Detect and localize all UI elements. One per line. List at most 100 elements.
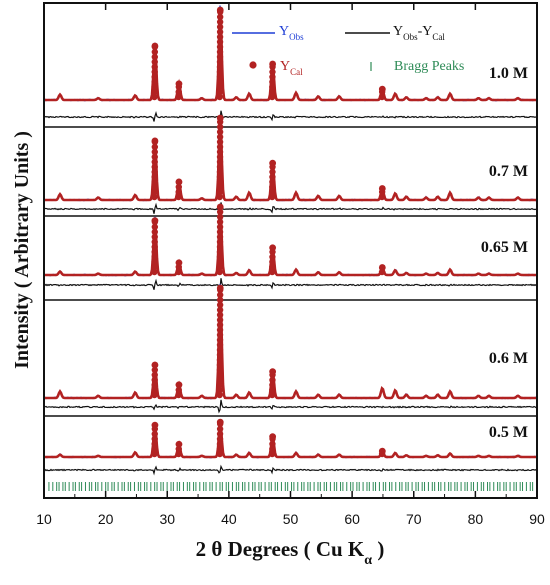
- y-cal-point-4-6: [216, 450, 223, 458]
- y-cal-peak-4-13: [378, 447, 386, 455]
- y-cal-point-4-3: [151, 445, 158, 453]
- x-tick-label-0: 10: [36, 511, 52, 527]
- y-cal-point-0-6: [216, 33, 224, 41]
- legend-swatch-y-cal: [249, 61, 257, 69]
- bragg-peaks: [48, 482, 534, 491]
- y-cal-point-0-6: [216, 78, 224, 86]
- y-cal-point-0-4: [175, 88, 182, 96]
- legend-label-y-cal-sub: Cal: [290, 67, 303, 77]
- y-cal-point-1-6: [216, 173, 224, 181]
- y-cal-point-1-6: [216, 133, 224, 141]
- y-cal-point-1-6: [216, 153, 224, 161]
- y-cal-point-3-6: [216, 336, 224, 344]
- y-cal-peak-1-6: [216, 114, 224, 122]
- y-cal-point-4-6: [216, 425, 224, 433]
- y-cal-point-0-6: [216, 83, 224, 91]
- y-cal-peak-4-4: [175, 440, 183, 448]
- y-cal-point-1-9: [269, 168, 276, 176]
- y-cal-point-1-3: [151, 168, 158, 176]
- y-cal-point-3-6: [216, 326, 224, 334]
- y-cal-point-4-9: [269, 450, 276, 458]
- y-cal-point-0-9: [269, 73, 276, 81]
- y-cal-peak-1-3: [151, 137, 159, 145]
- y-cal-peak-2-13: [378, 264, 386, 271]
- y-cal-point-2-3: [151, 258, 158, 266]
- y-cal-point-0-6: [216, 23, 224, 31]
- y-cal-point-4-9: [269, 440, 276, 448]
- y-cal-point-2-3: [151, 238, 158, 246]
- y-cal-point-0-13: [378, 93, 386, 101]
- y-cal-point-2-6: [216, 263, 224, 271]
- y-cal-peak-0-6: [216, 6, 224, 14]
- y-cal-point-3-4: [175, 391, 182, 399]
- y-cal-point-1-3: [151, 173, 158, 181]
- y-cal-point-3-6: [216, 361, 224, 369]
- y-cal-point-2-3: [151, 228, 158, 236]
- y-cal-line-4: [44, 422, 537, 459]
- y-cal-point-1-4: [175, 188, 182, 196]
- y-cal-point-0-3: [151, 73, 158, 81]
- panel-1_0_M: 1.0 M: [43, 5, 538, 124]
- y-cal-point-3-6: [216, 316, 224, 324]
- panel-label-1: 0.7 M: [489, 163, 528, 180]
- y-cal-point-1-9: [269, 178, 276, 186]
- panel-label-2: 0.65 M: [481, 239, 528, 256]
- y-cal-point-2-6: [216, 258, 224, 266]
- x-axis-label-main: 2 θ Degrees ( Cu K: [196, 537, 365, 561]
- legend-label-y-obs-cal-sub2: Cal: [432, 32, 445, 42]
- y-cal-point-1-4: [175, 193, 182, 201]
- y-obs-cal-line-3: [43, 399, 538, 414]
- y-cal-peak-2-4: [175, 259, 183, 267]
- y-cal-point-1-3: [151, 153, 158, 161]
- legend-label-y-obs-cal-sub1: Obs: [403, 32, 418, 42]
- y-cal-point-0-6: [216, 18, 224, 26]
- y-cal-peak-2-6: [216, 203, 224, 211]
- y-cal-point-0-6: [216, 73, 224, 81]
- x-tick-label-3: 40: [221, 511, 237, 527]
- y-cal-point-1-6: [216, 163, 224, 171]
- y-cal-point-3-9: [269, 391, 276, 399]
- y-cal-point-0-6: [216, 58, 224, 66]
- y-cal-peak-3-4: [175, 381, 183, 389]
- y-cal-point-1-3: [151, 188, 158, 196]
- y-cal-point-1-13: [378, 193, 386, 201]
- y-cal-point-3-6: [216, 366, 224, 374]
- y-cal-point-0-6: [216, 38, 224, 46]
- y-cal-point-0-9: [269, 78, 276, 86]
- y-cal-point-1-6: [216, 178, 224, 186]
- y-cal-point-1-6: [216, 183, 224, 191]
- panel-0_6_M: 0.6 M: [43, 283, 538, 414]
- y-cal-peak-0-9: [269, 60, 277, 68]
- legend-label-bragg: Bragg Peaks: [394, 59, 464, 74]
- y-cal-point-3-6: [216, 341, 224, 349]
- y-cal-peak-3-9: [269, 368, 277, 375]
- y-cal-point-1-6: [216, 138, 224, 146]
- x-axis-label: 2 θ Degrees ( Cu Kα ): [196, 537, 385, 568]
- y-cal-peak-3-6: [216, 284, 224, 292]
- y-cal-line-0: [44, 11, 537, 102]
- y-cal-point-0-9: [269, 83, 276, 91]
- y-cal-point-2-6: [216, 233, 224, 241]
- y-cal-point-0-3: [151, 78, 158, 86]
- y-cal-point-3-6: [216, 381, 224, 389]
- y-cal-point-2-3: [151, 253, 158, 261]
- panel-0_65_M: 0.65 M: [43, 203, 538, 291]
- y-cal-point-2-9: [269, 268, 276, 276]
- y-obs-cal-line-2: [43, 278, 538, 291]
- y-cal-point-2-9: [269, 258, 276, 266]
- y-cal-point-1-9: [269, 173, 276, 181]
- y-cal-point-0-6: [216, 43, 224, 51]
- y-cal-point-2-3: [151, 263, 158, 271]
- y-cal-point-2-9: [269, 263, 276, 271]
- y-cal-point-1-3: [151, 183, 158, 191]
- y-cal-point-1-3: [151, 193, 158, 201]
- y-cal-peak-1-13: [378, 185, 386, 192]
- panel-0_5_M: 0.5 M: [43, 418, 538, 476]
- y-obs-line-0: [43, 5, 538, 102]
- y-cal-peak-2-3: [151, 217, 159, 225]
- y-cal-point-1-6: [216, 148, 224, 156]
- y-cal-point-4-6: [216, 440, 224, 448]
- y-cal-point-2-9: [269, 253, 276, 261]
- y-cal-point-0-9: [268, 93, 276, 101]
- y-cal-point-4-4: [175, 445, 182, 453]
